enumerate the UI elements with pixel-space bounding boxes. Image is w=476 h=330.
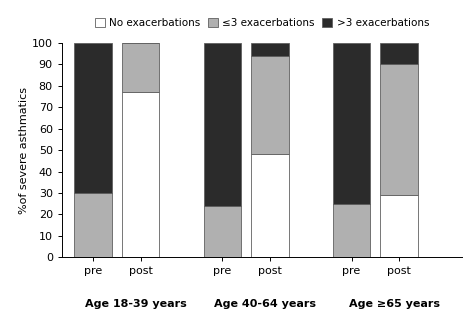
Bar <box>204 43 241 206</box>
Bar <box>380 64 417 195</box>
Bar <box>251 43 288 56</box>
Bar <box>122 43 159 92</box>
Bar <box>380 43 417 64</box>
Bar <box>251 56 288 154</box>
Legend: No exacerbations, ≤3 exacerbations, >3 exacerbations: No exacerbations, ≤3 exacerbations, >3 e… <box>90 14 433 32</box>
Bar <box>204 206 241 257</box>
Y-axis label: %of severe asthmatics: %of severe asthmatics <box>19 87 29 214</box>
Bar <box>333 43 370 204</box>
Text: Age 18-39 years: Age 18-39 years <box>85 299 187 309</box>
Bar <box>122 92 159 257</box>
Bar <box>74 43 112 193</box>
Bar <box>333 204 370 257</box>
Bar <box>251 154 288 257</box>
Text: Age 40-64 years: Age 40-64 years <box>214 299 316 309</box>
Bar <box>74 193 112 257</box>
Bar <box>380 195 417 257</box>
Text: Age ≥65 years: Age ≥65 years <box>348 299 439 309</box>
